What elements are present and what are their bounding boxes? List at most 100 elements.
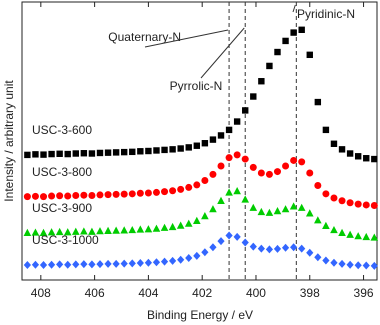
annotation-arrow (292, 4, 296, 13)
x-tick-label: 400 (246, 286, 266, 300)
data-point (242, 107, 249, 114)
data-point (136, 189, 144, 197)
data-point (362, 261, 370, 270)
data-point (330, 140, 338, 147)
data-point (233, 232, 241, 241)
data-point (40, 151, 47, 158)
data-point (249, 163, 257, 171)
data-point (152, 258, 161, 267)
data-point (120, 190, 128, 198)
data-point (249, 203, 258, 211)
data-point (88, 191, 96, 199)
data-point (177, 255, 185, 264)
data-point (281, 243, 290, 252)
data-point (201, 140, 209, 147)
data-point (201, 176, 209, 184)
data-point (201, 248, 209, 257)
data-point (104, 259, 112, 268)
data-point (354, 153, 362, 160)
data-point (282, 162, 290, 170)
data-point (39, 228, 48, 236)
data-point (153, 147, 160, 154)
data-point (152, 224, 161, 232)
y-axis-title: Intensity / arbitrary unit (2, 80, 16, 202)
data-point (152, 188, 160, 196)
data-point (314, 181, 322, 189)
data-point (257, 244, 265, 253)
data-point (96, 227, 104, 235)
data-point (80, 191, 88, 199)
data-point (225, 188, 233, 196)
data-point (282, 37, 289, 45)
data-point (306, 169, 314, 177)
data-point (290, 29, 297, 36)
data-point (88, 260, 96, 269)
data-point (217, 162, 225, 170)
data-point (71, 227, 80, 235)
data-point (72, 150, 79, 157)
data-point (346, 150, 354, 157)
data-point (80, 150, 88, 157)
x-tick-label: 396 (354, 286, 374, 300)
data-point (354, 200, 362, 208)
data-point (128, 259, 136, 268)
data-point (31, 228, 40, 236)
data-point (322, 126, 330, 134)
data-point (274, 48, 281, 56)
data-point (370, 233, 379, 241)
data-point (177, 185, 185, 193)
data-point (47, 260, 56, 269)
data-point (104, 191, 112, 199)
data-point (31, 192, 39, 200)
data-point (289, 202, 298, 210)
data-point (338, 197, 346, 205)
annotation: Pyridinic-N (297, 7, 355, 21)
data-point (249, 242, 257, 251)
data-point (23, 193, 31, 201)
data-point (48, 192, 56, 200)
data-point (281, 205, 290, 213)
data-point (233, 151, 241, 159)
data-point (129, 148, 136, 156)
data-point (104, 149, 112, 156)
data-point (217, 237, 225, 246)
x-axis-title: Binding Energy / eV (147, 308, 253, 322)
data-point (322, 190, 330, 198)
data-point (112, 190, 120, 198)
data-point (64, 150, 71, 158)
data-point (112, 226, 120, 234)
data-point (128, 190, 136, 198)
data-point (193, 142, 201, 149)
data-point (265, 245, 274, 254)
data-point (233, 118, 241, 125)
data-point (32, 151, 39, 158)
data-point (185, 144, 192, 151)
data-point (144, 258, 153, 267)
data-point (64, 192, 72, 200)
data-point (258, 78, 265, 85)
data-point (72, 260, 80, 269)
data-point (48, 150, 55, 158)
data-point (330, 225, 338, 234)
data-point (39, 260, 48, 269)
data-point (96, 191, 104, 199)
series-label: USC-3-800 (32, 165, 92, 179)
data-point (23, 228, 32, 236)
data-point (297, 203, 306, 211)
data-point (96, 149, 104, 157)
data-point (193, 251, 201, 260)
data-point (193, 216, 201, 224)
data-point (314, 253, 322, 262)
annotation-arrow (200, 27, 245, 79)
data-point (185, 254, 193, 263)
data-point (370, 201, 378, 209)
data-point (31, 260, 40, 269)
x-tick-label: 398 (300, 286, 320, 300)
data-point (371, 155, 378, 163)
data-point (169, 256, 177, 265)
data-point (40, 193, 48, 201)
data-point (209, 205, 217, 213)
annotation: Pyrrolic-N (170, 79, 223, 93)
